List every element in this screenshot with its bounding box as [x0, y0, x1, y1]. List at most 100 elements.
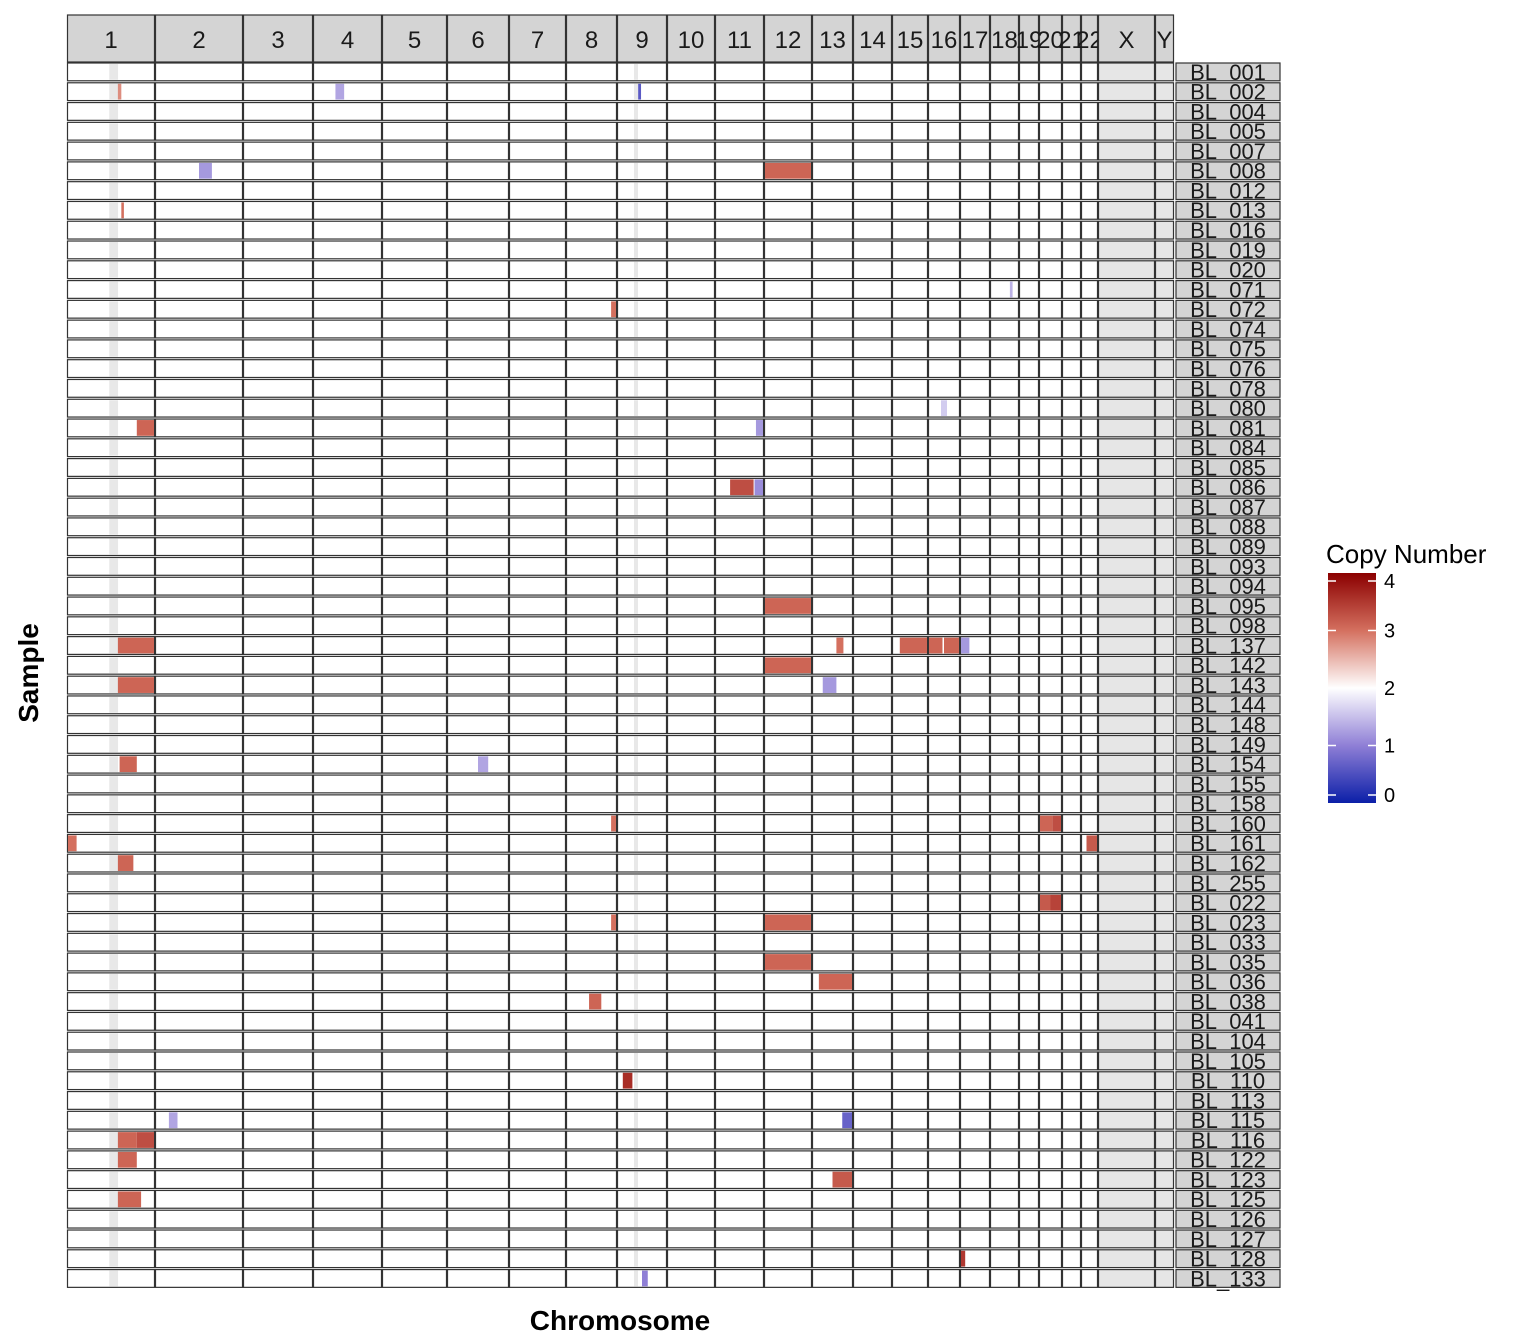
panel-BL_155-chr11	[714, 774, 765, 794]
panel-BL_160-chr8	[565, 814, 618, 834]
panel-BL_255-chr21	[1061, 873, 1082, 893]
panel-BL_155-chr4	[312, 774, 383, 794]
panel-BL_094-chr13	[811, 576, 854, 596]
panel-BL_161-chr8	[565, 833, 618, 853]
panel-BL_020-chr2	[154, 260, 244, 280]
cn-segment	[117, 1151, 137, 1168]
panel-BL_016-chr3	[242, 220, 314, 240]
panel-BL_004-chrY	[1154, 101, 1175, 121]
panel-BL_098-chr15	[891, 616, 929, 636]
panel-BL_013-chr9	[616, 200, 668, 220]
sample-strip-BL_154	[1175, 754, 1281, 774]
panel-BL_086-chr2	[154, 477, 244, 497]
panel-BL_023-chr22	[1080, 912, 1099, 932]
panel-BL_084-chr16	[927, 438, 961, 458]
panel-BL_081-chr4	[312, 418, 383, 438]
panel-BL_041-chr19	[1018, 1011, 1040, 1031]
panel-BL_105-chr9	[616, 1051, 668, 1071]
panel-BL_074-chr13	[811, 319, 854, 339]
panel-BL_154-chr20	[1038, 754, 1063, 774]
panel-BL_089-chr16	[927, 537, 961, 557]
panel-BL_128-chr5	[381, 1249, 448, 1269]
panel-BL_098-chr17	[959, 616, 991, 636]
panel-BL_001-chr19	[1018, 62, 1040, 82]
sample-strip-BL_075	[1175, 339, 1281, 359]
centromere-region	[634, 795, 638, 812]
panel-BL_013-chr12	[763, 200, 813, 220]
panel-BL_005-chr10	[666, 121, 716, 141]
panel-BL_110-chr2	[154, 1071, 244, 1091]
centromere-region	[109, 815, 119, 832]
panel-BL_038-chr19	[1018, 992, 1040, 1012]
panel-BL_126-chrY	[1154, 1209, 1175, 1229]
panel-BL_093-chr17	[959, 556, 991, 576]
panel-BL_148-chr22	[1080, 715, 1099, 735]
panel-BL_148-chr15	[891, 715, 929, 735]
panel-BL_087-chr14	[852, 497, 893, 517]
panel-BL_019-chr12	[763, 240, 813, 260]
panel-BL_133-chrY	[1154, 1268, 1175, 1288]
panel-BL_127-chr4	[312, 1229, 383, 1249]
panel-BL_128-chr13	[811, 1249, 854, 1269]
panel-BL_036-chr12	[763, 972, 813, 992]
panel-BL_087-chr16	[927, 497, 961, 517]
sample-label-BL_016: BL_016	[1190, 218, 1266, 243]
panel-BL_161-chr21	[1061, 833, 1082, 853]
panel-BL_072-chr22	[1080, 299, 1099, 319]
panel-BL_074-chr2	[154, 319, 244, 339]
panel-BL_154-chr2	[154, 754, 244, 774]
panel-BL_104-chr21	[1061, 1031, 1082, 1051]
panel-BL_128-chrX	[1097, 1249, 1156, 1269]
panel-BL_161-chr17	[959, 833, 991, 853]
chromosome-strip-11	[714, 14, 765, 63]
panel-BL_113-chr13	[811, 1090, 854, 1110]
panel-BL_162-chr2	[154, 853, 244, 873]
panel-BL_110-chr14	[852, 1071, 893, 1091]
panel-BL_144-chr18	[989, 695, 1020, 715]
centromere-region	[109, 182, 119, 199]
cn-segment	[765, 598, 811, 614]
panel-BL_022-chr7	[508, 893, 567, 913]
panel-BL_133-chr3	[242, 1268, 314, 1288]
panel-BL_074-chr20	[1038, 319, 1063, 339]
cn-segment	[68, 835, 77, 852]
panel-BL_013-chr11	[714, 200, 765, 220]
sample-label-BL_001: BL_001	[1190, 60, 1266, 85]
panel-BL_158-chr20	[1038, 794, 1063, 814]
panel-BL_137-chrY	[1154, 636, 1175, 655]
cn-segment	[1040, 815, 1053, 832]
panel-BL_133-chr13	[811, 1268, 854, 1288]
panel-BL_125-chr2	[154, 1189, 244, 1209]
panel-BL_148-chr10	[666, 715, 716, 735]
panel-BL_038-chr10	[666, 992, 716, 1012]
panel-BL_033-chr21	[1061, 932, 1082, 952]
panel-BL_142-chr11	[714, 655, 765, 675]
panel-BL_084-chr17	[959, 438, 991, 458]
panel-BL_125-chr15	[891, 1189, 929, 1209]
panel-BL_033-chr7	[508, 932, 567, 952]
panel-BL_071-chr3	[242, 279, 314, 299]
panel-BL_078-chr10	[666, 378, 716, 398]
panel-BL_113-chr9	[616, 1090, 668, 1110]
panel-BL_115-chr18	[989, 1110, 1020, 1130]
panel-BL_041-chr12	[763, 1011, 813, 1031]
panel-BL_086-chr13	[811, 477, 854, 497]
panel-BL_038-chrY	[1154, 992, 1175, 1012]
panel-BL_158-chr16	[927, 794, 961, 814]
panel-BL_033-chr11	[714, 932, 765, 952]
panel-BL_098-chr12	[763, 616, 813, 636]
panel-BL_004-chr4	[312, 101, 383, 121]
panel-BL_126-chr3	[242, 1209, 314, 1229]
panel-BL_104-chr12	[763, 1031, 813, 1051]
panel-BL_087-chr5	[381, 497, 448, 517]
panel-BL_016-chr7	[508, 220, 567, 240]
panel-BL_148-chr2	[154, 715, 244, 735]
panel-BL_144-chr15	[891, 695, 929, 715]
panel-BL_081-chr9	[616, 418, 668, 438]
panel-BL_115-chr16	[927, 1110, 961, 1130]
panel-BL_041-chr10	[666, 1011, 716, 1031]
panel-BL_004-chr15	[891, 101, 929, 121]
panel-BL_080-chr22	[1080, 398, 1099, 418]
panel-BL_123-chr20	[1038, 1170, 1063, 1190]
panel-BL_089-chr19	[1018, 537, 1040, 557]
